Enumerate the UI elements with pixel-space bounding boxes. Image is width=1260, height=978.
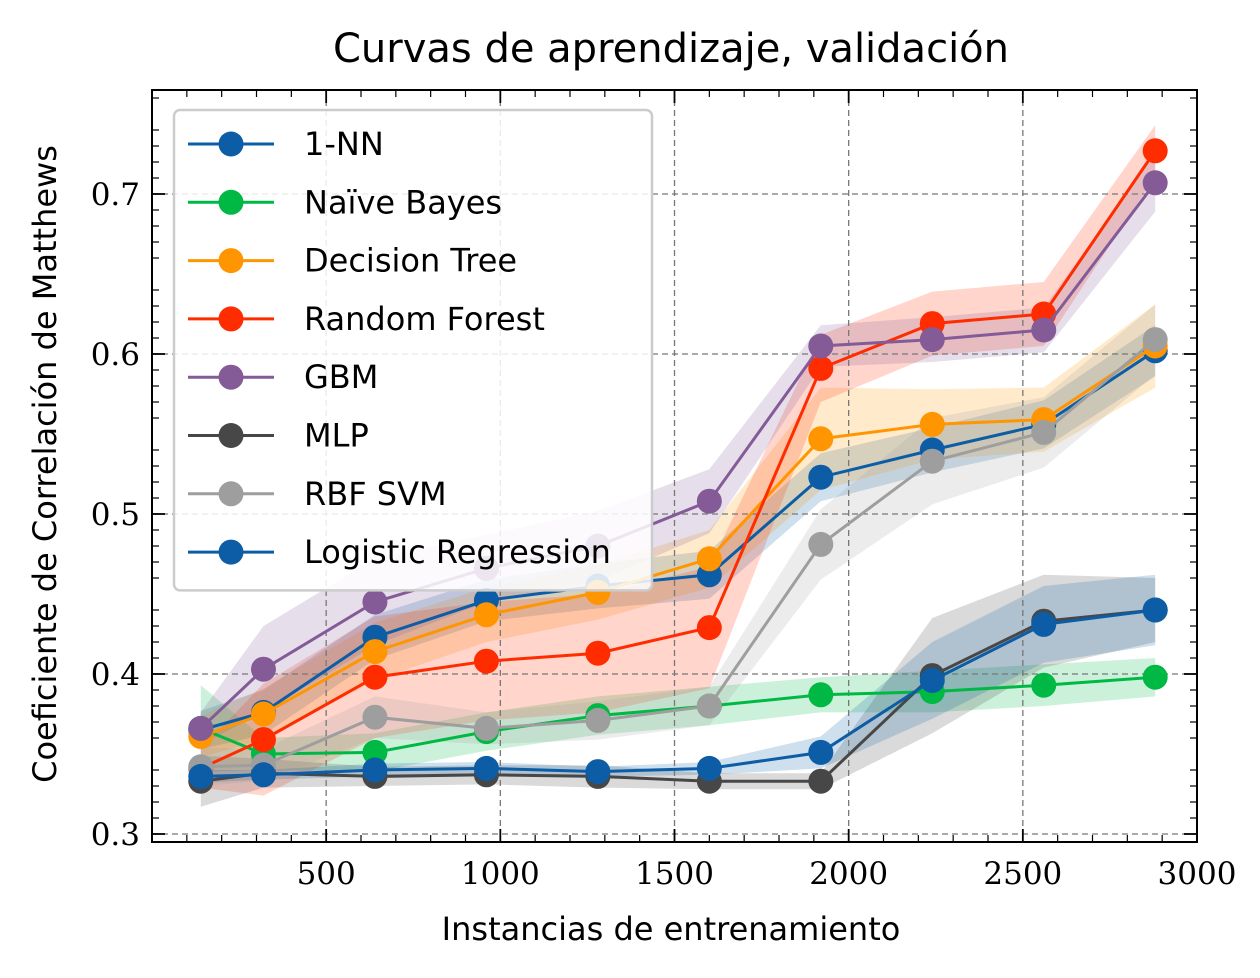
data-point [188, 715, 214, 741]
data-point [808, 739, 834, 765]
x-tick-label: 3000 [1158, 856, 1237, 892]
data-point [919, 667, 945, 693]
series-line-1 [200, 675, 1156, 756]
legend-swatch-marker [218, 248, 244, 274]
x-tick-label: 2500 [983, 856, 1062, 892]
legend-swatch-marker [218, 423, 244, 448]
band-series-6 [200, 304, 1156, 786]
data-point [808, 426, 834, 452]
series-line-6 [200, 338, 1157, 769]
legend: 1-NN Naïve Bayes Decision Tree Random Fores… [172, 108, 654, 592]
legend-label: GBM [304, 358, 378, 396]
legend-swatch-marker [218, 189, 244, 215]
x-tick-label: 1500 [635, 856, 714, 892]
data-point [1031, 611, 1057, 637]
data-point [919, 411, 945, 437]
legend-label: Naïve Bayes [304, 183, 502, 221]
series-lines [188, 138, 1168, 794]
data-point [250, 701, 276, 727]
data-point [1142, 597, 1168, 623]
band-series-4 [200, 154, 1156, 745]
y-tick-label: 0.3 [91, 817, 140, 853]
data-point [1031, 317, 1057, 343]
series-line-2 [200, 344, 1157, 738]
legend-swatch-marker [218, 364, 244, 390]
data-point [473, 648, 499, 674]
y-axis-label: Coeficiente de Correlación de Matthews [26, 145, 64, 783]
confidence-bands [200, 125, 1156, 807]
legend-label: MLP [304, 417, 369, 455]
data-point [585, 759, 611, 785]
series-line-0 [200, 349, 1157, 732]
legend-label: Decision Tree [304, 242, 517, 280]
data-point [1031, 672, 1057, 698]
data-point [362, 757, 388, 783]
data-point [250, 727, 276, 753]
series-line-7 [200, 608, 1156, 778]
y-tick-label: 0.7 [91, 177, 140, 213]
data-point [808, 768, 834, 794]
y-tick-label: 0.4 [91, 657, 140, 693]
band-series-1 [200, 658, 1156, 772]
data-point [362, 639, 388, 665]
legend-box [172, 108, 654, 592]
legend-swatch-marker [218, 539, 244, 565]
data-point [808, 355, 834, 381]
data-point [696, 615, 722, 641]
series-line-5 [200, 608, 1156, 783]
data-point [362, 589, 388, 615]
data-point [808, 531, 834, 557]
data-point [362, 664, 388, 690]
x-tick-label: 1000 [461, 856, 540, 892]
band-series-0 [200, 325, 1156, 750]
data-point [250, 656, 276, 682]
data-point [919, 327, 945, 353]
data-point [808, 333, 834, 359]
data-point [250, 762, 276, 788]
band-series-2 [200, 304, 1156, 758]
data-point [696, 488, 722, 514]
data-point [473, 715, 499, 741]
legend-label: Logistic Regression [304, 533, 611, 571]
legend-label: 1-NN [304, 125, 384, 163]
data-point [1142, 664, 1168, 690]
data-point [808, 464, 834, 490]
data-point [1142, 327, 1168, 353]
legend-swatch-marker [218, 306, 244, 332]
data-point [1142, 170, 1168, 196]
axes: 500 1000 1500 2000 2500 3000 0.3 0.4 0.5 0.6 0.7 [91, 89, 1237, 892]
legend-swatch-marker [218, 131, 244, 157]
x-tick-label: 2000 [809, 856, 888, 892]
data-point [696, 693, 722, 719]
legend-label: RBF SVM [304, 475, 447, 513]
band-series-7 [200, 574, 1156, 783]
data-point [696, 755, 722, 781]
data-point [1031, 419, 1057, 445]
y-tick-label: 0.6 [91, 337, 140, 373]
data-point [362, 739, 388, 765]
data-point [585, 640, 611, 666]
x-tick-label: 500 [297, 856, 356, 892]
band-series-3 [200, 125, 1156, 796]
data-point [919, 448, 945, 474]
data-point [585, 707, 611, 733]
series-line-3 [200, 149, 1157, 770]
data-point [1142, 138, 1168, 164]
legend-label: Random Forest [304, 300, 545, 338]
data-point [473, 602, 499, 628]
series-line-4 [199, 181, 1157, 730]
data-point [188, 763, 214, 789]
data-point [473, 755, 499, 781]
data-point [362, 704, 388, 730]
data-point [696, 546, 722, 572]
x-axis-label: Instancias de entrenamiento [442, 910, 901, 948]
chart-title: Curvas de aprendizaje, validación [333, 26, 1009, 72]
y-tick-label: 0.5 [91, 497, 140, 533]
legend-swatch-marker [218, 481, 244, 507]
data-point [808, 682, 834, 708]
